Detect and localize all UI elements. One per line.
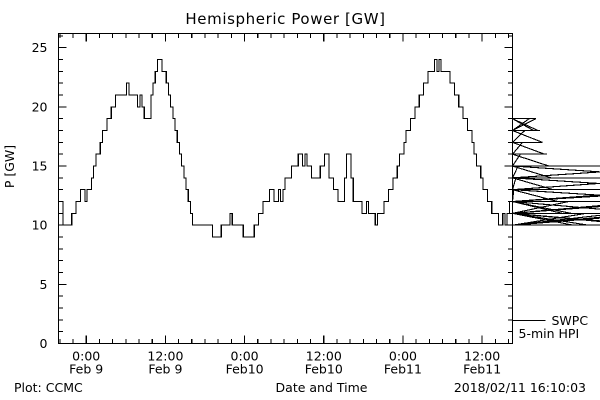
x-tick-label-time: 12:00: [306, 349, 342, 364]
x-tick-label-time: 0:00: [389, 349, 417, 364]
y-tick-label: 25: [32, 40, 48, 55]
x-tick-label-date: Feb10: [305, 362, 343, 377]
footer-timestamp: 2018/02/11 16:10:03: [454, 380, 586, 395]
footer-left: Plot: CCMC: [14, 380, 83, 395]
y-tick-label: 10: [32, 218, 48, 233]
chart-title: Hemispheric Power [GW]: [185, 10, 385, 28]
legend-label-swpc: SWPC: [552, 313, 589, 328]
y-tick-label: 15: [32, 159, 48, 174]
y-axis-title: P [GW]: [2, 145, 17, 188]
plot-frame: [57, 32, 514, 345]
x-tick-label-date: Feb 9: [148, 362, 182, 377]
y-tick-label: 20: [32, 99, 48, 114]
x-tick-label-date: Feb 9: [69, 362, 103, 377]
x-axis-title: Date and Time: [276, 380, 368, 395]
x-tick-label-date: Feb11: [384, 362, 422, 377]
x-tick-label-time: 0:00: [72, 349, 100, 364]
y-tick-label: 0: [40, 336, 48, 351]
x-tick-label-time: 12:00: [147, 349, 183, 364]
x-tick-label-date: Feb11: [463, 362, 501, 377]
data-series-line: [58, 58, 600, 238]
x-tick-label-time: 0:00: [231, 349, 259, 364]
legend-label-hpi: 5-min HPI: [519, 326, 580, 341]
x-tick-label-date: Feb10: [226, 362, 264, 377]
y-tick-label: 5: [40, 277, 48, 292]
x-tick-label-time: 12:00: [464, 349, 500, 364]
